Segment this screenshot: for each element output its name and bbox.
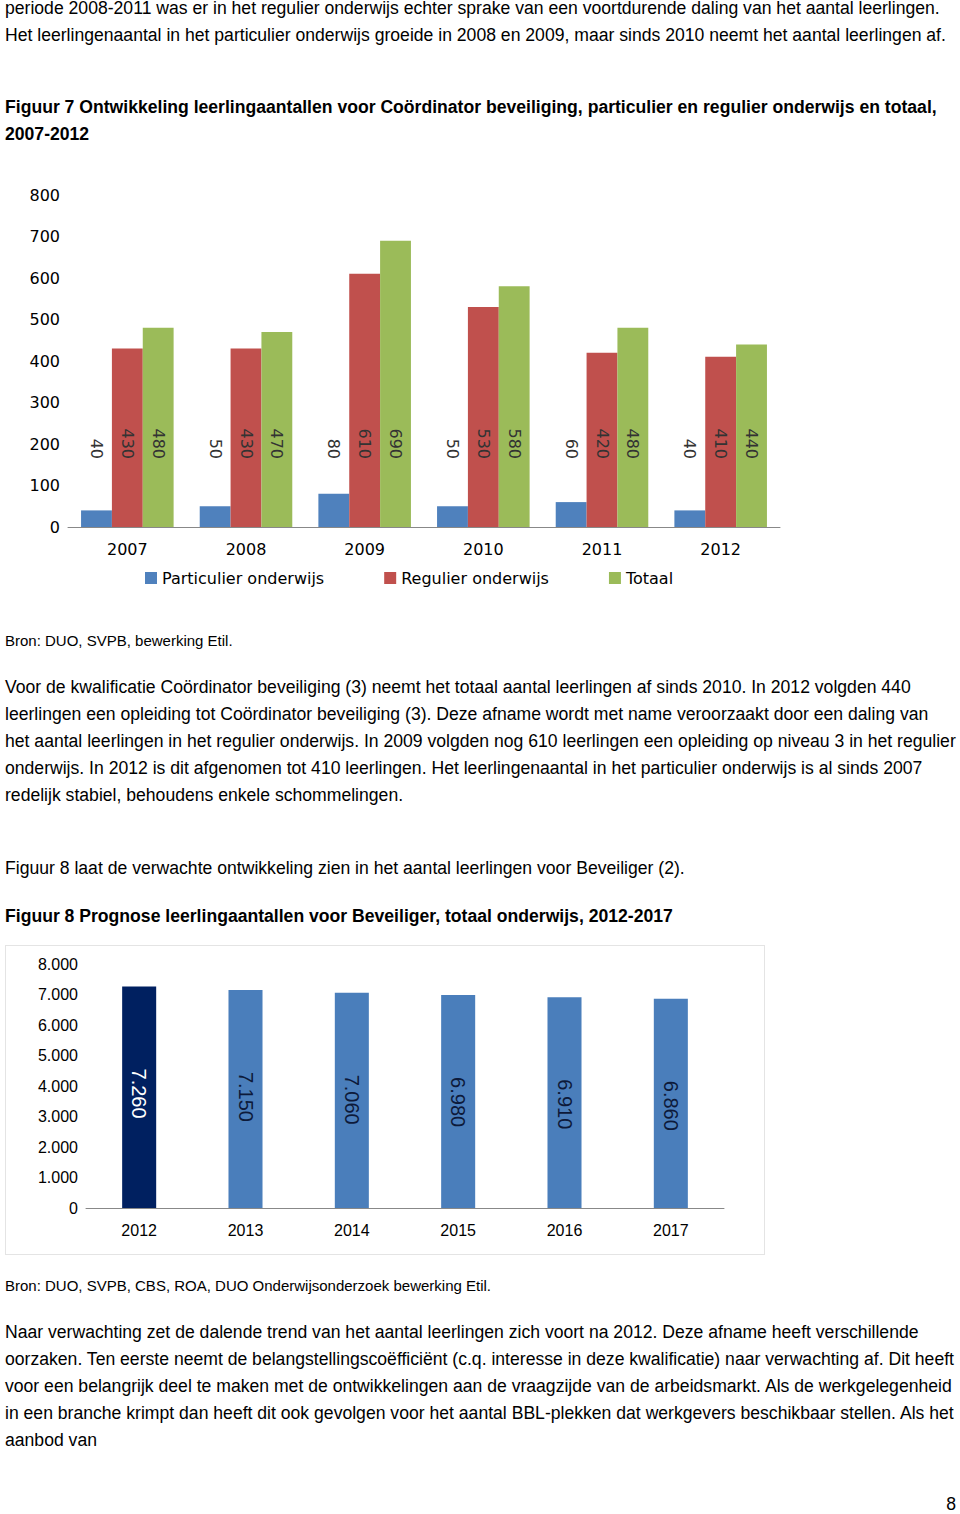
html-text:Bron: DUO, SVPB, CBS, ROA, DUO: Bron: DUO, SVPB, CBS, ROA, DUO Onderwijs… <box>5 1277 491 1294</box>
svg-text:6.980: 6.980 <box>447 1077 469 1127</box>
svg-text:Totaal: Totaal <box>625 569 673 588</box>
svg-text:60: 60 <box>562 439 581 459</box>
svg-text:480: 480 <box>149 428 168 459</box>
svg-text:4.000: 4.000 <box>38 1078 78 1095</box>
svg-text:600: 600 <box>29 269 60 288</box>
svg-text:400: 400 <box>29 352 60 371</box>
svg-text:2012: 2012 <box>700 540 741 559</box>
svg-text:430: 430 <box>237 428 256 459</box>
svg-text:2009: 2009 <box>344 540 385 559</box>
svg-text:2007: 2007 <box>107 540 148 559</box>
svg-text:40: 40 <box>680 439 699 459</box>
svg-text:530: 530 <box>474 428 493 459</box>
svg-text:2.000: 2.000 <box>38 1139 78 1156</box>
svg-text:2010: 2010 <box>463 540 504 559</box>
svg-text:50: 50 <box>443 439 462 459</box>
svg-text:6.910: 6.910 <box>554 1079 576 1129</box>
svg-text:2011: 2011 <box>582 540 623 559</box>
svg-text:2012: 2012 <box>121 1222 157 1239</box>
svg-text:410: 410 <box>711 428 730 459</box>
svg-text:2014: 2014 <box>334 1222 370 1239</box>
svg-text:420: 420 <box>593 428 612 459</box>
svg-text:580: 580 <box>505 428 524 459</box>
svg-text:300: 300 <box>29 393 60 412</box>
svg-text:7.260: 7.260 <box>128 1069 150 1119</box>
svg-text:0: 0 <box>50 518 60 537</box>
svg-text:430: 430 <box>118 428 137 459</box>
html-text:Voor de kwalificatie Coördinat: Voor de kwalificatie Coördinator beveili… <box>5 677 956 805</box>
svg-text:5.000: 5.000 <box>38 1047 78 1064</box>
svg-text:200: 200 <box>29 435 60 454</box>
svg-text:500: 500 <box>29 310 60 329</box>
svg-text:50: 50 <box>206 439 225 459</box>
svg-text:100: 100 <box>29 476 60 495</box>
svg-text:0: 0 <box>69 1200 78 1217</box>
svg-text:2016: 2016 <box>547 1222 583 1239</box>
svg-text:80: 80 <box>324 439 343 459</box>
svg-text:Regulier onderwijs: Regulier onderwijs <box>401 569 549 588</box>
svg-text:3.000: 3.000 <box>38 1108 78 1125</box>
svg-text:690: 690 <box>386 428 405 459</box>
svg-text:40: 40 <box>87 439 106 459</box>
svg-text:1.000: 1.000 <box>38 1169 78 1186</box>
html-text:Naar verwachting zet de dalend: Naar verwachting zet de dalende trend va… <box>5 1322 954 1450</box>
svg-text:2015: 2015 <box>440 1222 476 1239</box>
svg-text:440: 440 <box>742 428 761 459</box>
svg-text:8.000: 8.000 <box>38 956 78 973</box>
svg-text:7.060: 7.060 <box>341 1075 363 1125</box>
html-text:Bron: DUO, SVPB, bewerking Eti: Bron: DUO, SVPB, bewerking Etil. <box>5 632 233 649</box>
svg-text:480: 480 <box>623 428 642 459</box>
svg-text:2008: 2008 <box>226 540 267 559</box>
html-text:8: 8 <box>946 1494 956 1514</box>
svg-text:7.150: 7.150 <box>235 1072 257 1122</box>
svg-text:470: 470 <box>267 428 286 459</box>
svg-text:2017: 2017 <box>653 1222 689 1239</box>
svg-text:610: 610 <box>355 428 374 459</box>
svg-text:Particulier onderwijs: Particulier onderwijs <box>162 569 324 588</box>
svg-text:2013: 2013 <box>228 1222 264 1239</box>
svg-text:700: 700 <box>29 227 60 246</box>
svg-text:6.860: 6.860 <box>660 1081 682 1131</box>
svg-text:7.000: 7.000 <box>38 986 78 1003</box>
html-text:Figuur 8 laat de verwachte ont: Figuur 8 laat de verwachte ontwikkeling … <box>5 858 685 878</box>
svg-text:6.000: 6.000 <box>38 1017 78 1034</box>
svg-text:800: 800 <box>29 186 60 205</box>
html-text:Figuur 8 Prognose leerlingaant: Figuur 8 Prognose leerlingaantallen voor… <box>5 906 673 926</box>
html-text:Figuur 7 Ontwikkeling leerling: Figuur 7 Ontwikkeling leerlingaantallen … <box>5 97 937 144</box>
